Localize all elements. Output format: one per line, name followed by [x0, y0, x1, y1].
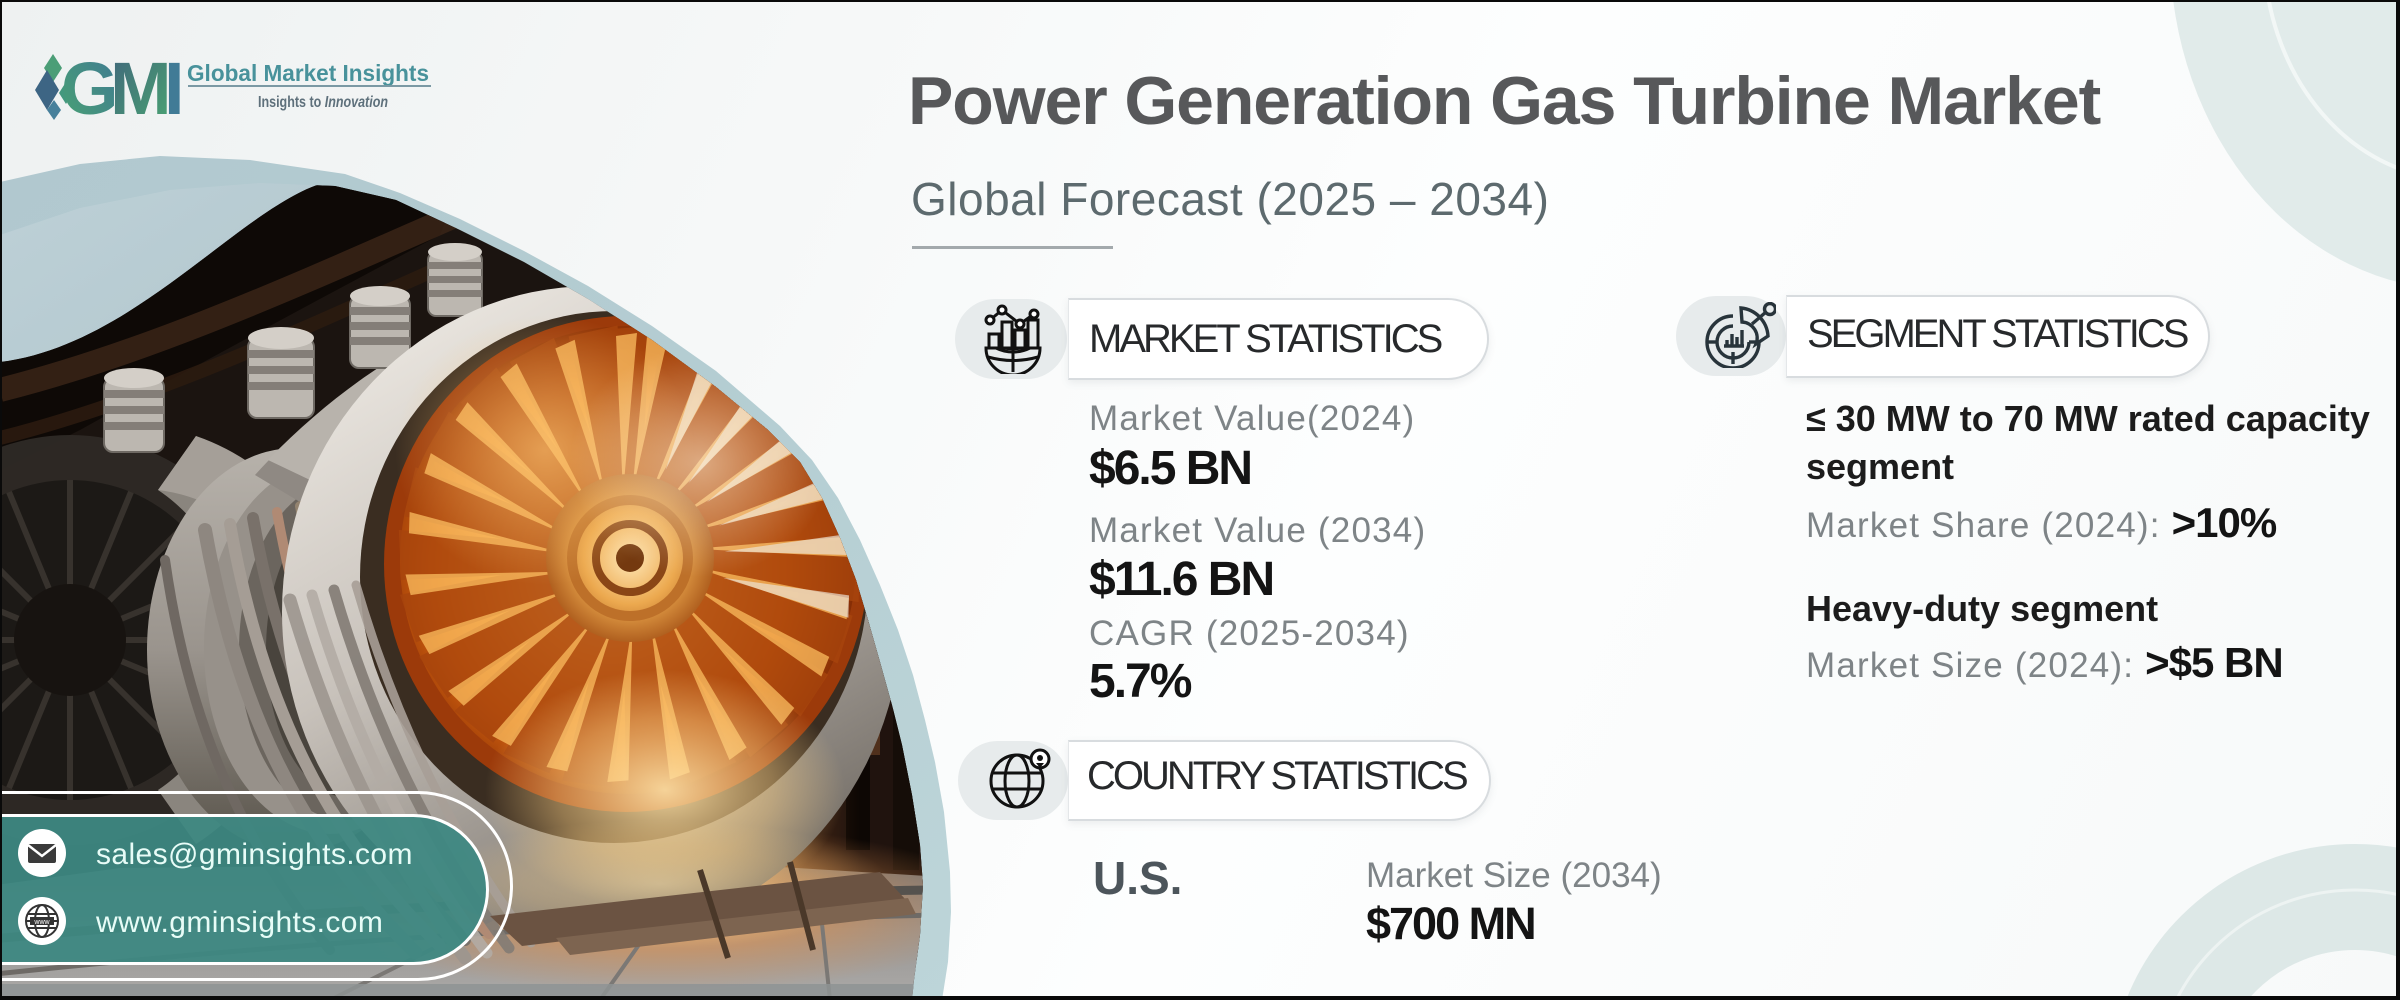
svg-text:G: G	[61, 48, 115, 123]
svg-text:M: M	[110, 48, 168, 123]
svg-text:Global Market Insights: Global Market Insights	[187, 60, 429, 86]
svg-text:www: www	[33, 919, 50, 926]
svg-text:I: I	[164, 48, 185, 123]
svg-text:Insights to Innovation: Insights to Innovation	[258, 94, 388, 111]
